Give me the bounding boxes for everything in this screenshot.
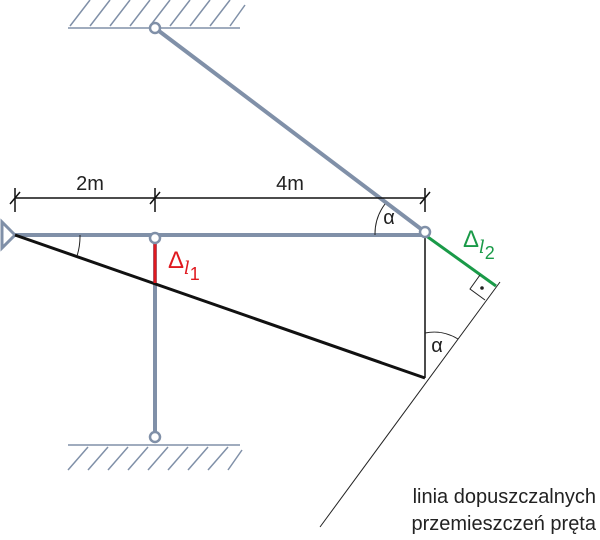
pin: [148, 21, 162, 35]
index: 1: [190, 264, 200, 284]
angle-arc: [374, 203, 386, 236]
pin: [148, 231, 162, 245]
displacement-label: Δl1: [168, 247, 200, 284]
sub: l: [479, 237, 485, 258]
dimension-label: 4m: [276, 173, 304, 195]
caption: linia dopuszczalnych: [413, 486, 596, 508]
pin: [148, 430, 162, 444]
delta: Δ: [168, 247, 184, 274]
diagonal-rod: [153, 26, 427, 234]
delta: Δ: [463, 226, 479, 253]
displacement-2: [424, 233, 497, 288]
bottom-support: [67, 444, 243, 471]
angle-label: α: [431, 335, 443, 357]
angle-label: α: [383, 207, 395, 229]
displacement-label: Δl2: [463, 226, 495, 263]
angle-arc: [424, 331, 459, 340]
right-angle: [469, 274, 486, 301]
displaced-beam: [14, 233, 426, 380]
caption: przemieszczeń pręta: [411, 513, 596, 535]
left-support: [0, 218, 18, 252]
sub: l: [184, 258, 190, 279]
index: 2: [485, 243, 495, 263]
pin: [418, 225, 432, 239]
dimension-label: 2m: [76, 173, 104, 195]
right-angle-dot: [480, 286, 484, 290]
angle-arc: [76, 234, 81, 257]
dimension-line: [9, 188, 431, 212]
admissible-line: [319, 281, 501, 528]
